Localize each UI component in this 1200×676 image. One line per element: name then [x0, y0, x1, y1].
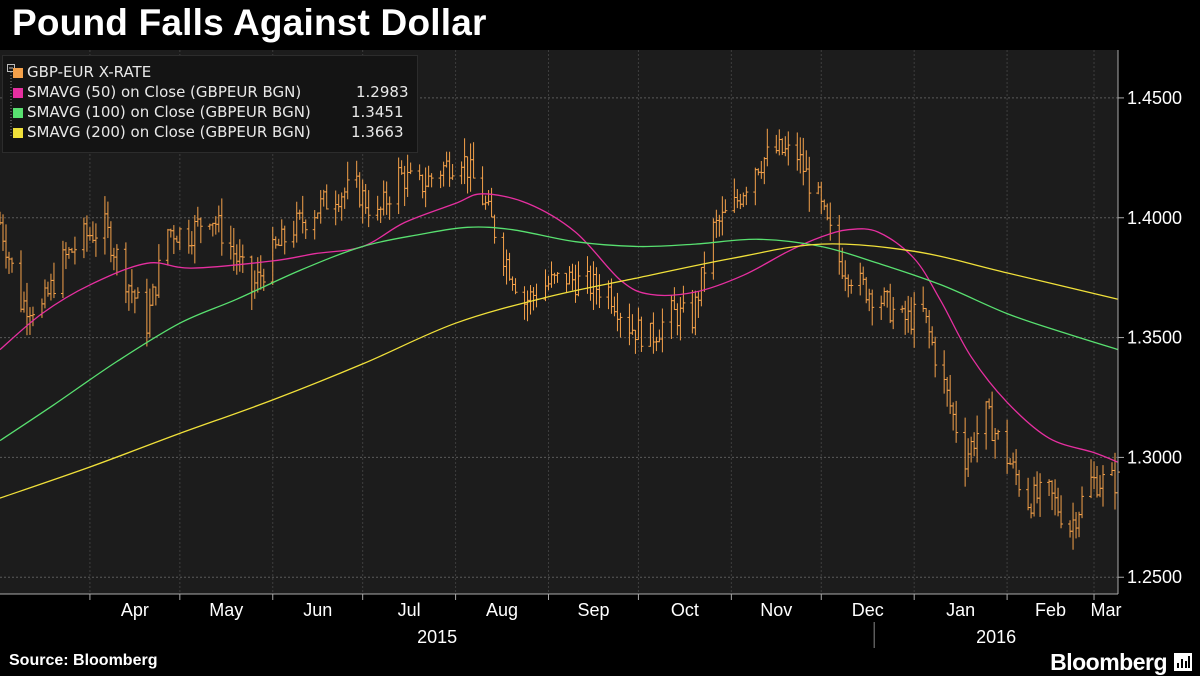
legend-value: 1.3663	[351, 123, 404, 141]
x-axis: Apr May Jun Jul Aug Sep Oct Nov Dec Jan Feb Mar 2015…	[0, 593, 1122, 648]
x-tick-label: Jun	[303, 600, 332, 620]
legend-swatch	[13, 127, 23, 138]
y-tick-label: 1.4000	[1127, 208, 1182, 228]
x-tick-label: Mar	[1091, 600, 1122, 620]
legend-value: 1.2983	[356, 83, 409, 101]
price-bars	[0, 128, 1120, 550]
x-tick-label: Feb	[1035, 600, 1066, 620]
x-tick-label: Sep	[577, 600, 609, 620]
source-note: Source: Bloomberg	[9, 652, 158, 669]
x-tick-label: Dec	[852, 600, 884, 620]
footer: Source: Bloomberg Bloomberg	[0, 649, 1200, 675]
x-tick-label: Jan	[946, 600, 975, 620]
legend-label: SMAVG (50) on Close (GBPEUR BGN)	[27, 83, 302, 101]
sma100-line	[0, 226, 1119, 442]
bloomberg-logo-icon	[1174, 653, 1192, 671]
y-tick-label: 1.3000	[1127, 447, 1182, 467]
legend-label: SMAVG (100) on Close (GBPEUR BGN)	[27, 103, 311, 121]
y-tick-label: 1.2500	[1127, 567, 1182, 587]
y-axis: 1.4500 1.4000 1.3500 1.3000 1.2500	[1117, 50, 1182, 594]
legend-item-sma200: SMAVG (200) on Close (GBPEUR BGN) 1.3663	[13, 123, 413, 143]
x-tick-label: Jul	[398, 600, 421, 620]
chart-title: Pound Falls Against Dollar	[12, 2, 487, 43]
legend-label: GBP-EUR X-RATE	[27, 63, 152, 81]
legend-item-sma50: SMAVG (50) on Close (GBPEUR BGN) 1.2983	[13, 83, 413, 103]
brand-wordmark: Bloomberg	[1050, 649, 1167, 675]
legend-swatch	[13, 87, 23, 98]
x-tick-label: Apr	[121, 600, 149, 620]
y-tick-label: 1.3500	[1127, 328, 1182, 348]
sma200-line	[0, 243, 1119, 499]
legend-value: 1.3451	[351, 103, 404, 121]
y-tick-label: 1.4500	[1127, 88, 1182, 108]
x-tick-label: May	[209, 600, 243, 620]
x-tick-label: Oct	[671, 600, 699, 620]
sma50-line	[0, 193, 1119, 463]
legend: GBP-EUR X-RATE SMAVG (50) on Close (GBPE…	[2, 55, 418, 153]
legend-item-price: GBP-EUR X-RATE	[13, 63, 151, 83]
gridlines	[0, 50, 1118, 594]
x-tick-label: Aug	[486, 600, 518, 620]
year-label: 2016	[976, 627, 1016, 647]
legend-label: SMAVG (200) on Close (GBPEUR BGN)	[27, 123, 311, 141]
legend-item-sma100: SMAVG (100) on Close (GBPEUR BGN) 1.3451	[13, 103, 413, 123]
moving-average-lines	[0, 193, 1119, 499]
year-label: 2015	[417, 627, 457, 647]
x-tick-label: Nov	[760, 600, 792, 620]
legend-swatch	[13, 67, 23, 78]
legend-swatch	[13, 107, 23, 118]
